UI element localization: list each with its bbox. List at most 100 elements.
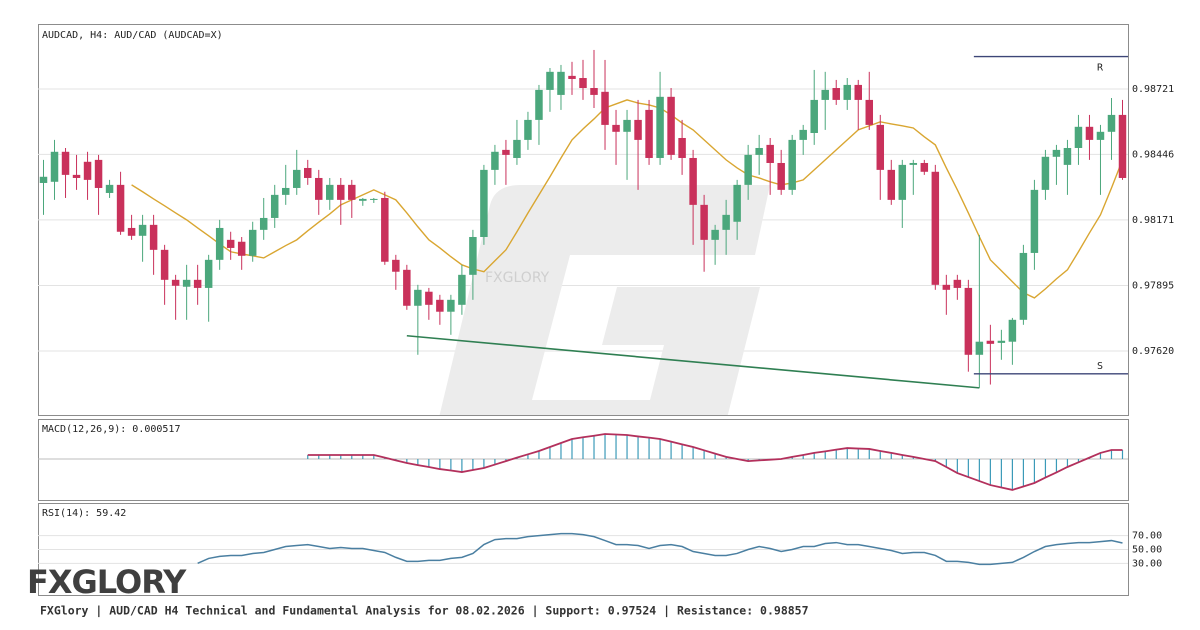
- candle-body: [700, 204, 708, 240]
- candle-body: [94, 159, 103, 188]
- candle-body: [171, 279, 180, 286]
- candle-body: [436, 299, 444, 312]
- candle-body: [667, 96, 675, 155]
- candle-body: [248, 229, 257, 256]
- candle-body: [854, 84, 862, 100]
- candle-body: [755, 147, 763, 155]
- candle-body: [1052, 149, 1061, 157]
- level-label: R: [1097, 63, 1104, 74]
- y-tick-label: 0.97895: [1132, 281, 1174, 292]
- candle-body: [149, 224, 158, 250]
- candle-body: [865, 99, 874, 125]
- y-tick-label: 70.00: [1132, 531, 1162, 542]
- candle-body: [469, 236, 477, 275]
- candle-body: [392, 259, 400, 272]
- y-tick-label: 0.98171: [1132, 215, 1174, 226]
- candle-body: [270, 194, 279, 218]
- candle-body: [986, 340, 995, 344]
- candle-body: [711, 229, 719, 240]
- candle-body: [744, 154, 752, 185]
- candle-body: [447, 299, 455, 312]
- candle-body: [61, 151, 70, 175]
- candle-body: [138, 224, 147, 236]
- moving-average: [131, 99, 1124, 299]
- candle-body: [942, 284, 951, 290]
- candle-body: [909, 162, 918, 165]
- candle-body: [579, 78, 587, 89]
- candle-body: [315, 177, 323, 200]
- candle-body: [722, 214, 730, 230]
- candle-body: [678, 137, 686, 158]
- candle-body: [1074, 126, 1083, 148]
- candle-body: [281, 187, 290, 195]
- candle-body: [590, 88, 598, 95]
- candle-body: [799, 129, 807, 140]
- candle-body: [1008, 319, 1017, 342]
- candle-body: [1063, 147, 1072, 165]
- rsi-line: [197, 532, 1123, 566]
- candle-body: [821, 89, 829, 100]
- candle-body: [920, 162, 929, 172]
- footer: FXGlory | AUD/CAD H4 Technical and Funda…: [40, 604, 809, 618]
- candle-body: [634, 119, 642, 140]
- candle-body: [1019, 252, 1028, 320]
- candle-body: [997, 340, 1006, 343]
- candle-body: [370, 198, 378, 200]
- candle-body: [226, 239, 235, 248]
- macd-line: [307, 433, 1123, 491]
- y-tick-label: 0.98446: [1132, 149, 1174, 160]
- level-label: S: [1097, 361, 1103, 372]
- candle-body: [568, 75, 576, 79]
- y-tick-label: 30.00: [1132, 558, 1162, 569]
- candle-body: [931, 171, 940, 285]
- candle-body: [292, 169, 301, 188]
- candle-body: [975, 341, 984, 355]
- candle-body: [326, 184, 334, 200]
- candle-body: [259, 217, 268, 230]
- candle-body: [304, 167, 312, 178]
- candle-body: [832, 88, 840, 100]
- y-tick-label: 0.97620: [1132, 346, 1174, 357]
- candle-body: [601, 91, 609, 125]
- chart-title: AUDCAD, H4: AUD/CAD (AUDCAD=X): [42, 30, 223, 41]
- candle-body: [359, 198, 367, 201]
- candle-body: [876, 124, 885, 170]
- candle-body: [50, 151, 59, 182]
- candle-body: [160, 249, 169, 280]
- candle-body: [777, 162, 785, 190]
- indicator-marks: 0.98721 0.98446 0.98171 0.97895 0.97620 70.00…: [38, 84, 1174, 569]
- candle-body: [403, 269, 411, 306]
- candle-body: [381, 197, 389, 262]
- candle-body: [215, 227, 224, 260]
- candle-body: [645, 109, 653, 158]
- candle-body: [898, 164, 907, 200]
- macd-title: MACD(12,26,9): 0.000517: [42, 424, 180, 435]
- candle-body: [83, 161, 92, 180]
- candle-body: [116, 184, 125, 232]
- candle-body: [193, 279, 202, 288]
- candle-body: [1085, 126, 1094, 140]
- candle-body: [337, 184, 345, 200]
- candle-body: [843, 84, 851, 100]
- candle-body: [425, 291, 433, 305]
- candle-body: [964, 287, 973, 355]
- candle-body: [656, 96, 664, 158]
- watermark: FXGLORY: [439, 185, 770, 415]
- candle-body: [788, 139, 796, 190]
- watermark-text: FXGLORY: [485, 270, 550, 286]
- rsi-title: RSI(14): 59.42: [42, 508, 126, 519]
- candle-body: [480, 169, 488, 237]
- candle-body: [766, 144, 774, 163]
- candle-body: [524, 119, 532, 140]
- candle-body: [623, 119, 631, 132]
- candle-body: [127, 227, 136, 236]
- y-tick-label: 50.00: [1132, 545, 1162, 556]
- logo: FXGLORY: [27, 563, 187, 601]
- candle-body: [1041, 156, 1050, 190]
- candle-body: [39, 176, 48, 183]
- candle-body: [557, 71, 565, 95]
- candle-body: [1096, 131, 1105, 140]
- candle-body: [1118, 114, 1127, 178]
- candle-body: [546, 71, 554, 90]
